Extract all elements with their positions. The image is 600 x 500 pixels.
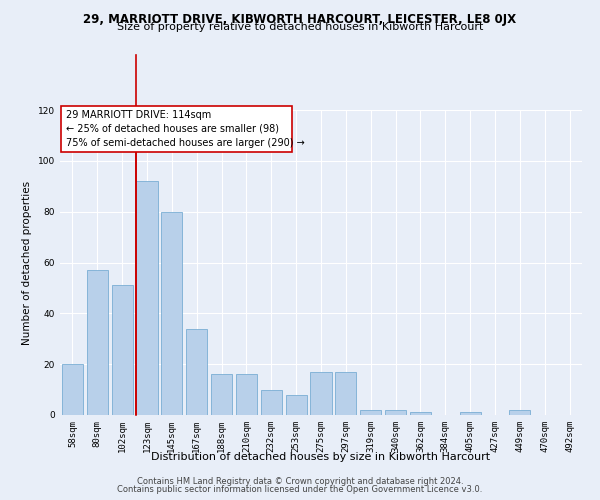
Bar <box>62 364 83 415</box>
Bar <box>87 270 108 415</box>
Bar <box>261 390 282 415</box>
Bar <box>211 374 232 415</box>
Bar <box>136 181 158 415</box>
Text: Size of property relative to detached houses in Kibworth Harcourt: Size of property relative to detached ho… <box>117 22 483 32</box>
Bar <box>310 372 332 415</box>
Text: Contains public sector information licensed under the Open Government Licence v3: Contains public sector information licen… <box>118 485 482 494</box>
Text: 75% of semi-detached houses are larger (290) →: 75% of semi-detached houses are larger (… <box>66 138 305 148</box>
Y-axis label: Number of detached properties: Number of detached properties <box>22 180 32 344</box>
Text: 29, MARRIOTT DRIVE, KIBWORTH HARCOURT, LEICESTER, LE8 0JX: 29, MARRIOTT DRIVE, KIBWORTH HARCOURT, L… <box>83 12 517 26</box>
Bar <box>161 212 182 415</box>
Bar <box>335 372 356 415</box>
Bar <box>410 412 431 415</box>
Bar <box>236 374 257 415</box>
Bar <box>385 410 406 415</box>
Bar <box>286 394 307 415</box>
Bar <box>509 410 530 415</box>
Bar <box>112 286 133 415</box>
Bar <box>460 412 481 415</box>
Text: Distribution of detached houses by size in Kibworth Harcourt: Distribution of detached houses by size … <box>151 452 491 462</box>
Bar <box>360 410 381 415</box>
Text: 29 MARRIOTT DRIVE: 114sqm: 29 MARRIOTT DRIVE: 114sqm <box>66 110 211 120</box>
Text: Contains HM Land Registry data © Crown copyright and database right 2024.: Contains HM Land Registry data © Crown c… <box>137 477 463 486</box>
Bar <box>186 328 207 415</box>
FancyBboxPatch shape <box>61 106 292 152</box>
Text: ← 25% of detached houses are smaller (98): ← 25% of detached houses are smaller (98… <box>66 124 279 134</box>
